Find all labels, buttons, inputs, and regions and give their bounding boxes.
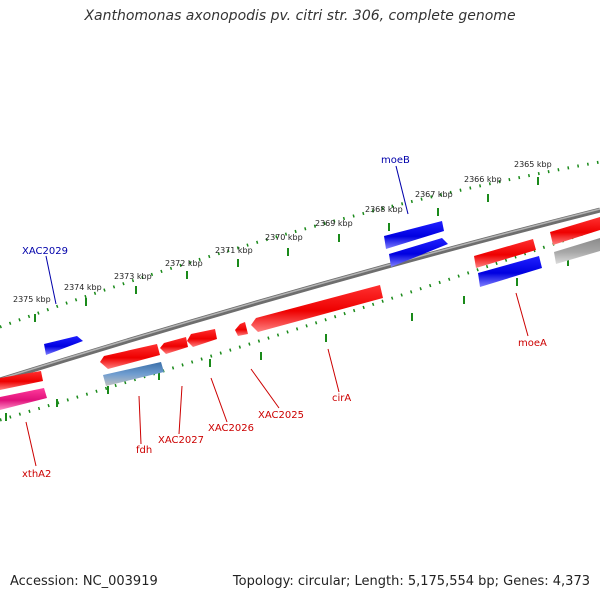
gene-xtha2-feature[interactable]: [0, 388, 47, 410]
scale-label: 2367 kbp: [415, 190, 453, 199]
gene-gray-feature[interactable]: [554, 238, 600, 264]
outer-tick-track: [0, 160, 600, 329]
gene-red-feature[interactable]: [550, 217, 600, 245]
inner-tick-track: [0, 226, 600, 422]
outer-major-ticks: [34, 177, 539, 322]
gene-label-moea[interactable]: moeA: [518, 338, 547, 349]
gene-label-xac2025[interactable]: XAC2025: [258, 410, 304, 421]
gene-label-xac2026[interactable]: XAC2026: [208, 423, 254, 434]
gene-label-cira[interactable]: cirA: [332, 393, 351, 404]
gene-moea-feature[interactable]: [478, 256, 542, 287]
scale-label: 2372 kbp: [165, 259, 203, 268]
scale-label: 2371 kbp: [215, 246, 253, 255]
scale-label: 2374 kbp: [64, 283, 102, 292]
gene-fdh-feature[interactable]: [100, 344, 160, 369]
gene-steel-feature[interactable]: [103, 362, 164, 386]
gene-label-moeb[interactable]: moeB: [381, 155, 410, 166]
gene-label-xac2029[interactable]: XAC2029: [22, 246, 68, 257]
gene-blue-feature[interactable]: [389, 238, 448, 267]
label-leaders: [25, 165, 529, 467]
genome-summary-text: Topology: circular; Length: 5,175,554 bp…: [232, 574, 590, 589]
scale-label: 2368 kbp: [365, 205, 403, 214]
map-title: Xanthomonas axonopodis pv. citri str. 30…: [84, 8, 516, 24]
gene-xac2029-feature[interactable]: [44, 336, 83, 355]
gene-label-fdh[interactable]: fdh: [136, 445, 152, 456]
gene-moeb-feature[interactable]: [384, 221, 444, 249]
scale-label: 2375 kbp: [13, 295, 51, 304]
accession-text: Accession: NC_003919: [10, 574, 158, 589]
gene-label-xac2027[interactable]: XAC2027: [158, 435, 204, 446]
gene-xac2026-feature[interactable]: [187, 329, 217, 347]
scale-label: 2366 kbp: [464, 175, 502, 184]
genome-backbone-highlight: [0, 208, 600, 380]
scale-label: 2369 kbp: [315, 219, 353, 228]
gene-label-xtha2[interactable]: xthA2: [22, 469, 51, 480]
gene-red-feature[interactable]: [474, 239, 536, 268]
gene-xac2027-feature[interactable]: [160, 337, 188, 354]
gene-cira-feature[interactable]: [251, 285, 383, 332]
genome-backbone: [0, 207, 600, 383]
scale-label: 2373 kbp: [114, 272, 152, 281]
gene-red-feature[interactable]: [0, 371, 43, 390]
scale-label: 2365 kbp: [514, 160, 552, 169]
gene-xac2025-feature[interactable]: [235, 322, 248, 336]
scale-label: 2370 kbp: [265, 233, 303, 242]
